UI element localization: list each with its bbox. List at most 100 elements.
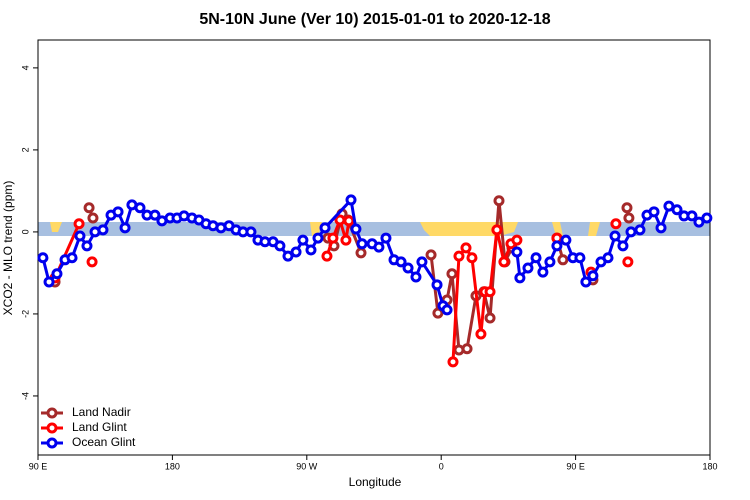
y-tick-label: 2 — [20, 147, 30, 152]
land-patch — [310, 222, 322, 236]
point — [51, 268, 63, 280]
point — [343, 215, 355, 227]
point — [475, 328, 487, 340]
point — [621, 202, 633, 214]
point — [274, 240, 286, 252]
point — [119, 222, 131, 234]
point — [610, 218, 622, 230]
y-tick-label: 4 — [20, 65, 30, 70]
x-tick-label: 90 E — [566, 461, 585, 471]
point — [321, 250, 333, 262]
chart-title: 5N-10N June (Ver 10) 2015-01-01 to 2020-… — [199, 11, 550, 28]
land-patch — [552, 222, 563, 236]
land-patch — [588, 222, 600, 236]
point — [634, 224, 646, 236]
point — [297, 234, 309, 246]
point — [461, 343, 473, 355]
point — [617, 240, 629, 252]
point — [395, 256, 407, 268]
x-tick-label: 0 — [439, 461, 444, 471]
point — [312, 232, 324, 244]
point — [511, 234, 523, 246]
point — [622, 256, 634, 268]
point — [37, 252, 49, 264]
point — [671, 204, 683, 216]
y-tick-label: 0 — [20, 229, 30, 234]
point — [493, 195, 505, 207]
point — [557, 254, 569, 266]
point — [522, 262, 534, 274]
point — [466, 252, 478, 264]
point — [340, 234, 352, 246]
x-tick-label: 90 W — [296, 461, 318, 471]
x-tick-label: 90 E — [29, 461, 48, 471]
point — [580, 276, 592, 288]
point — [431, 279, 443, 291]
point — [355, 247, 367, 259]
point — [602, 252, 614, 264]
point — [560, 234, 572, 246]
point — [97, 224, 109, 236]
point — [345, 194, 357, 206]
point — [648, 206, 660, 218]
point — [544, 256, 556, 268]
point — [373, 241, 385, 253]
legend-marker — [46, 422, 58, 434]
point — [460, 242, 472, 254]
point — [134, 202, 146, 214]
point — [43, 276, 55, 288]
point — [356, 238, 368, 250]
point — [416, 256, 428, 268]
x-axis-label: Longitude — [349, 475, 402, 489]
point — [530, 252, 542, 264]
point — [625, 226, 637, 238]
point — [701, 212, 713, 224]
point — [484, 286, 496, 298]
point — [514, 272, 526, 284]
y-tick-label: -4 — [20, 392, 30, 400]
point — [574, 252, 586, 264]
y-axis-label: XCO2 - MLO trend (ppm) — [1, 181, 15, 316]
point — [402, 262, 414, 274]
point — [432, 307, 444, 319]
point — [655, 222, 667, 234]
point — [83, 202, 95, 214]
point — [149, 209, 161, 221]
point — [245, 226, 257, 238]
point — [319, 222, 331, 234]
point — [686, 210, 698, 222]
point — [453, 250, 465, 262]
point — [623, 212, 635, 224]
point — [380, 232, 392, 244]
point — [491, 224, 503, 236]
point — [447, 356, 459, 368]
land-patch — [50, 222, 62, 232]
plot-frame — [37, 39, 711, 456]
point — [551, 240, 563, 252]
legend-label: Ocean Glint — [72, 435, 136, 449]
legend-label: Land Nadir — [72, 405, 131, 419]
point — [410, 271, 422, 283]
point — [609, 230, 621, 242]
zero-band — [38, 222, 710, 236]
legend-marker — [46, 407, 58, 419]
point — [693, 216, 705, 228]
point — [87, 212, 99, 224]
point — [73, 218, 85, 230]
point — [446, 268, 458, 280]
x-tick-label: 180 — [702, 461, 717, 471]
point — [350, 223, 362, 235]
point — [81, 240, 93, 252]
point — [66, 252, 78, 264]
legend-marker — [46, 437, 58, 449]
point — [425, 249, 437, 261]
point — [484, 312, 496, 324]
point — [334, 214, 346, 226]
x-tick-label: 180 — [165, 461, 180, 471]
point — [282, 250, 294, 262]
point — [537, 266, 549, 278]
point — [290, 246, 302, 258]
legend-label: Land Glint — [72, 420, 127, 434]
